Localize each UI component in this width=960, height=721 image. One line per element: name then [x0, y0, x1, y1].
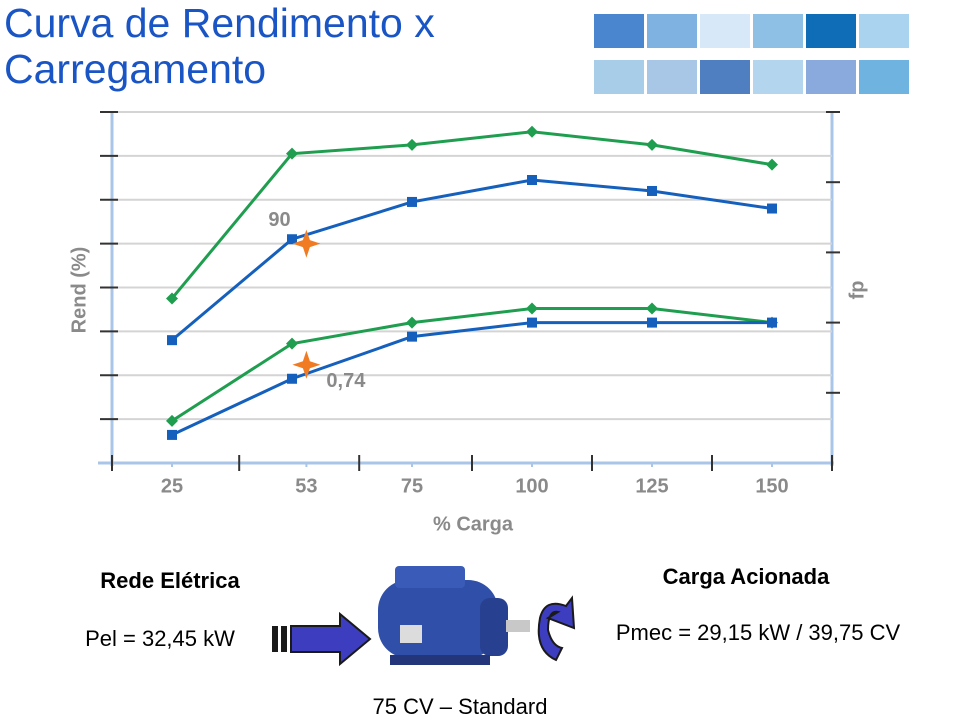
point: [407, 196, 417, 207]
load-power: Pmec = 29,15 kW / 39,75 CV: [616, 620, 901, 645]
point: [767, 203, 777, 214]
series-line: [170, 130, 773, 300]
source-title: Rede Elétrica: [100, 568, 240, 593]
annotation-label: 90: [268, 209, 290, 231]
annotation-label: 0,74: [326, 370, 366, 392]
point: [767, 317, 777, 328]
point: [526, 125, 538, 138]
x-tick-label: 25: [161, 475, 183, 497]
x-tick-label: 150: [755, 475, 788, 497]
x-tick-label: 125: [635, 475, 668, 497]
point: [647, 317, 657, 328]
x-tick-label: 100: [515, 475, 548, 497]
series-line: [171, 178, 773, 342]
load-title: Carga Acionada: [663, 564, 830, 589]
point: [527, 175, 537, 186]
point: [407, 331, 417, 342]
point: [286, 147, 298, 160]
point: [287, 234, 297, 245]
point: [166, 414, 178, 427]
y2-axis-label: fp: [846, 281, 868, 300]
y-axis-label: Rend (%): [68, 247, 90, 334]
decoration: [594, 14, 909, 94]
point: [527, 317, 537, 328]
point: [646, 138, 658, 151]
annotation-star: [292, 229, 321, 258]
point: [526, 302, 538, 315]
point: [646, 302, 658, 315]
source-power: Pel = 32,45 kW: [85, 626, 235, 651]
point: [166, 292, 178, 305]
series-line: [171, 307, 773, 423]
chart-title: Curva de Rendimento x Carregamento: [4, 0, 435, 92]
point: [406, 316, 418, 329]
point: [167, 335, 177, 346]
motor-diagram: [272, 566, 576, 667]
x-tick-label: 75: [401, 475, 423, 497]
x-axis-label: % Carga: [433, 513, 514, 535]
motor-label: 75 CV – Standard: [373, 694, 548, 719]
point: [766, 158, 778, 171]
point: [167, 429, 177, 440]
point: [406, 138, 418, 151]
point: [647, 185, 657, 196]
series-line: [171, 321, 772, 437]
point: [287, 373, 297, 384]
annotation-star: [292, 350, 321, 379]
x-tick-label: 53: [295, 475, 317, 497]
point: [286, 337, 298, 350]
